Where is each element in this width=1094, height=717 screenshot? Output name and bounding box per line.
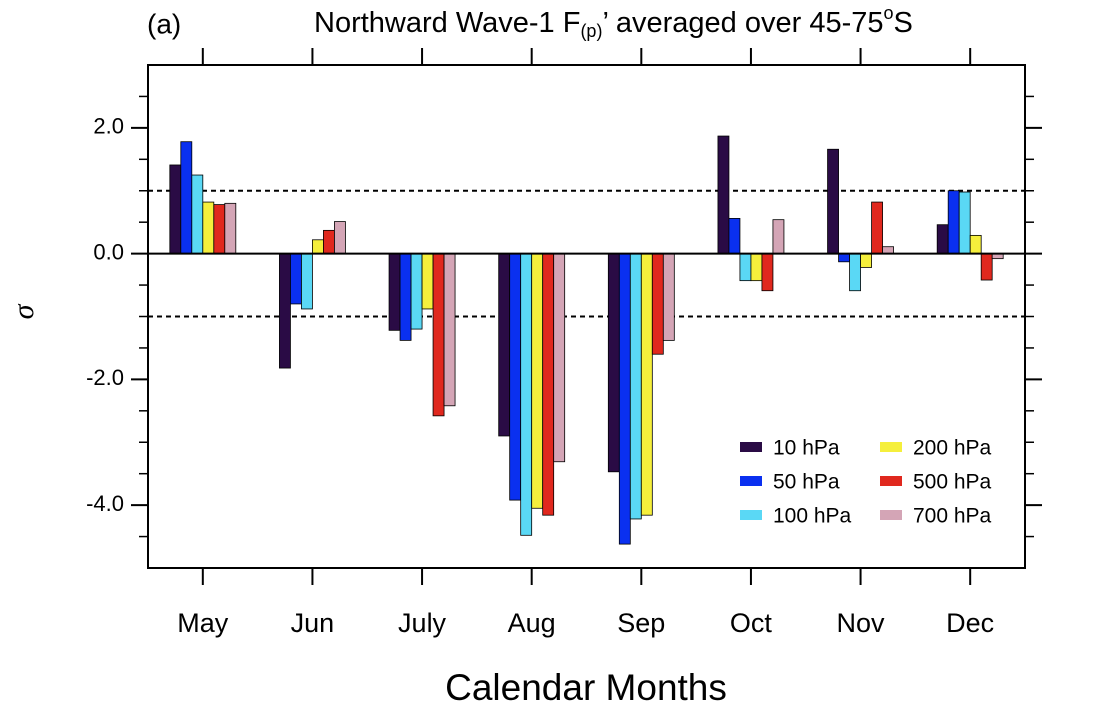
bar	[388, 253, 401, 331]
bar	[958, 191, 971, 255]
bar	[947, 190, 960, 255]
x-tick-label: Sep	[617, 608, 665, 638]
legend-label: 700 hPa	[913, 505, 992, 528]
bar	[531, 253, 544, 509]
x-tick-label: Jun	[291, 608, 335, 638]
bar	[750, 253, 763, 282]
bar	[498, 253, 511, 437]
bar	[662, 253, 675, 341]
bar	[728, 218, 741, 255]
bar	[618, 253, 631, 545]
y-axis-title: σ	[7, 303, 40, 319]
bar	[553, 253, 566, 463]
x-tick-label: May	[177, 608, 229, 638]
bar	[882, 246, 894, 255]
bar	[640, 253, 653, 516]
legend-label: 100 hPa	[773, 505, 852, 528]
bar	[542, 253, 555, 516]
x-tick-label: Oct	[730, 608, 773, 638]
bar	[871, 201, 883, 255]
bar	[169, 164, 182, 255]
x-axis-title: Calendar Months	[445, 667, 727, 708]
x-tick-label: Aug	[508, 608, 556, 638]
y-tick-label: -4.0	[86, 491, 124, 516]
bar	[969, 234, 982, 255]
bar	[410, 253, 423, 330]
bar	[443, 253, 456, 407]
bar	[224, 202, 237, 255]
title-part: ’ averaged over 45-75	[602, 7, 883, 39]
bar	[717, 135, 730, 255]
title-subscript: (p)	[580, 21, 602, 41]
bar	[629, 253, 642, 520]
bar	[432, 253, 445, 417]
legend-swatch	[880, 442, 902, 452]
bar	[772, 219, 785, 255]
bar	[301, 253, 313, 310]
bar	[651, 253, 664, 355]
y-tick-label: -2.0	[86, 365, 124, 390]
bar	[509, 253, 522, 501]
bar	[936, 224, 949, 255]
bar	[849, 253, 861, 292]
plot-frame	[147, 64, 1026, 569]
bar	[290, 253, 302, 305]
legend-swatch	[740, 442, 762, 452]
legend-label: 10 hPa	[773, 437, 840, 460]
bar	[213, 204, 226, 255]
bar	[279, 253, 291, 369]
bar	[739, 253, 752, 282]
panel-label: (a)	[147, 8, 181, 39]
bar	[827, 148, 839, 255]
x-tick-label: Dec	[946, 608, 994, 638]
legend-swatch	[880, 476, 902, 486]
legend-label: 200 hPa	[913, 437, 992, 460]
bar	[980, 253, 993, 281]
bar	[202, 201, 215, 255]
y-tick-label: 0.0	[93, 239, 124, 264]
bar	[191, 174, 204, 255]
bar	[761, 253, 774, 292]
legend-swatch	[880, 510, 902, 520]
bar	[312, 239, 324, 255]
title-superscript: o	[884, 3, 894, 23]
x-tick-label: Nov	[837, 608, 886, 638]
y-tick-label: 2.0	[93, 114, 124, 139]
legend-label: 500 hPa	[913, 471, 992, 494]
bar	[607, 253, 620, 473]
legend-label: 50 hPa	[773, 471, 840, 494]
title-part: Northward Wave-1 F	[314, 7, 580, 39]
title-part: S	[894, 7, 913, 39]
bar	[838, 253, 850, 263]
bar	[421, 253, 434, 310]
legend-swatch	[740, 510, 762, 520]
legend-swatch	[740, 476, 762, 486]
chart-title: Northward Wave-1 F(p)’ averaged over 45-…	[314, 3, 913, 41]
bar	[399, 253, 412, 341]
bar	[860, 253, 872, 268]
bar	[180, 141, 193, 255]
bar	[334, 221, 346, 255]
bar	[520, 253, 533, 536]
bar	[323, 229, 335, 255]
x-tick-label: July	[398, 608, 447, 638]
